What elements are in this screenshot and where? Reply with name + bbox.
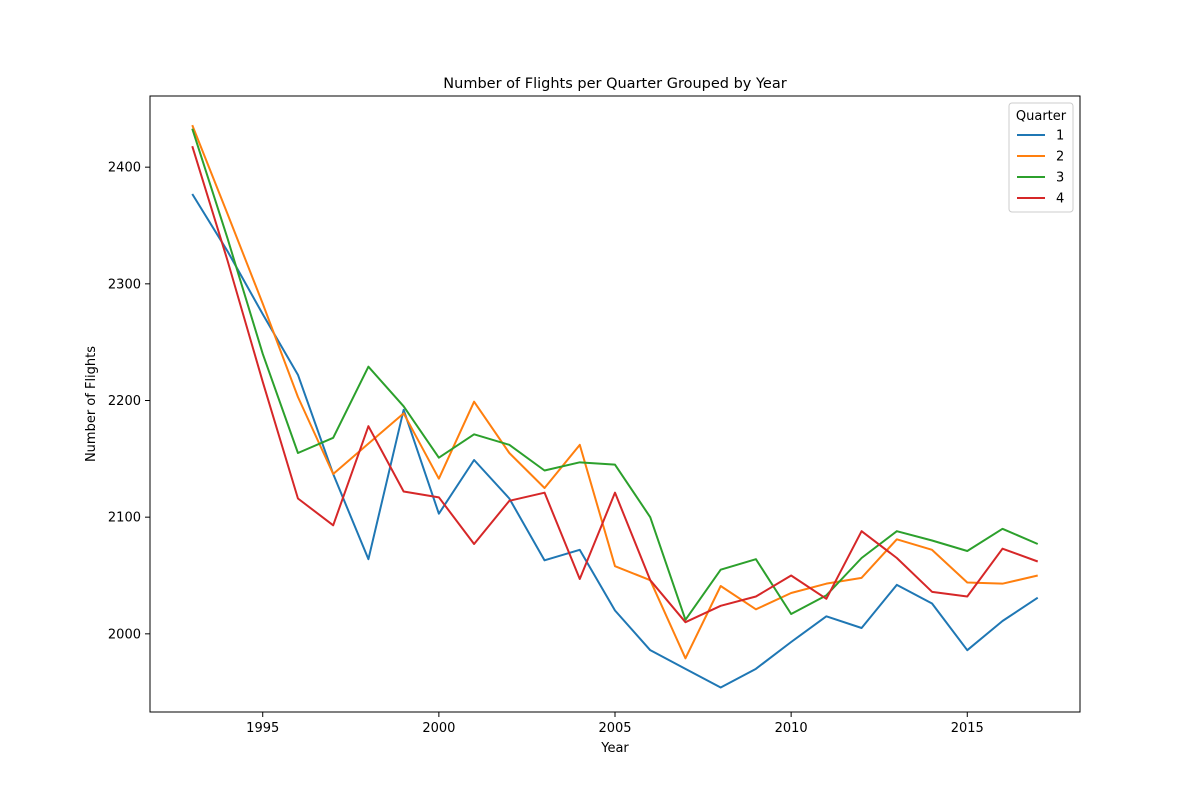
series-line-quarter-3 xyxy=(191,128,1039,621)
y-tick-label: 2000 xyxy=(108,627,141,642)
chart-title: Number of Flights per Quarter Grouped by… xyxy=(443,76,786,92)
x-axis-label: Year xyxy=(600,741,629,756)
legend-label-quarter-1: 1 xyxy=(1056,129,1064,144)
series-layer xyxy=(191,124,1039,689)
x-tick-label: 2005 xyxy=(598,721,631,736)
x-tick-label: 2010 xyxy=(775,721,808,736)
legend-label-quarter-4: 4 xyxy=(1056,192,1064,207)
y-axis-label: Number of Flights xyxy=(84,346,99,462)
y-axis: 2000 2100 2200 2300 2400 xyxy=(108,161,150,642)
legend-label-quarter-2: 2 xyxy=(1056,150,1064,165)
x-tick-label: 2015 xyxy=(951,721,984,736)
x-tick-label: 1995 xyxy=(246,721,279,736)
x-tick-label: 2000 xyxy=(422,721,455,736)
y-tick-label: 2100 xyxy=(108,511,141,526)
y-tick-label: 2300 xyxy=(108,277,141,292)
legend-label-quarter-3: 3 xyxy=(1056,171,1064,186)
series-line-quarter-4 xyxy=(191,145,1039,624)
legend-title: Quarter xyxy=(1016,109,1067,124)
plot-frame xyxy=(149,95,1081,713)
series-line-quarter-2 xyxy=(191,124,1038,660)
legend-box xyxy=(1008,102,1074,213)
y-tick-label: 2400 xyxy=(108,161,141,176)
legend: Quarter 1 2 3 4 xyxy=(1008,102,1074,213)
x-axis: 1995 2000 2005 2010 2015 xyxy=(246,712,984,736)
y-tick-label: 2200 xyxy=(108,394,141,409)
